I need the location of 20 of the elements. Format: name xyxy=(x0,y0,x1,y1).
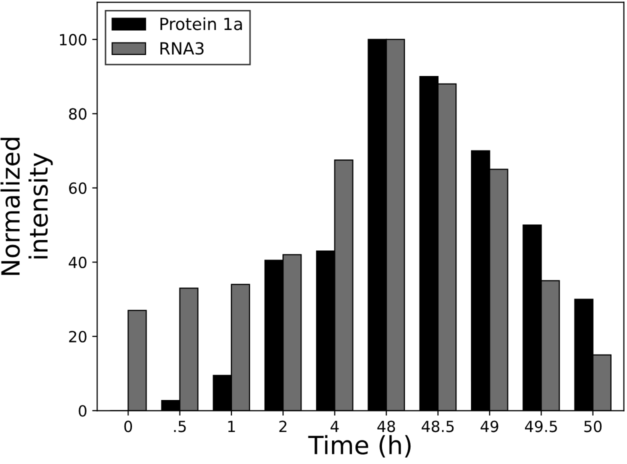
x-tick-label: 48 xyxy=(377,420,396,432)
x-tick-label: 2 xyxy=(279,420,286,432)
y-tick-label: 40 xyxy=(68,256,86,268)
x-tick-label: 4 xyxy=(330,420,339,432)
x-tick-label: 1 xyxy=(228,420,235,432)
x-axis-title: Time (h) xyxy=(308,435,411,458)
x-tick-label: 49.5 xyxy=(524,420,557,432)
y-tick-label: 0 xyxy=(78,405,86,417)
y-tick-label: 80 xyxy=(69,108,86,120)
y-tick-label: 100 xyxy=(60,34,86,46)
x-tick-label: 49 xyxy=(480,420,498,432)
y-tick-label: 20 xyxy=(69,330,86,342)
x-tick-label: .5 xyxy=(174,420,186,432)
legend-label: RNA3 xyxy=(160,42,204,55)
y-tick-label: 60 xyxy=(69,182,86,194)
x-tick-label: 0 xyxy=(124,420,132,432)
y-axis-title: Normalized intensity xyxy=(0,138,53,275)
x-tick-label: 50 xyxy=(584,420,602,432)
x-tick-label: 48.5 xyxy=(422,420,454,432)
legend-label: Protein 1a xyxy=(160,17,242,30)
